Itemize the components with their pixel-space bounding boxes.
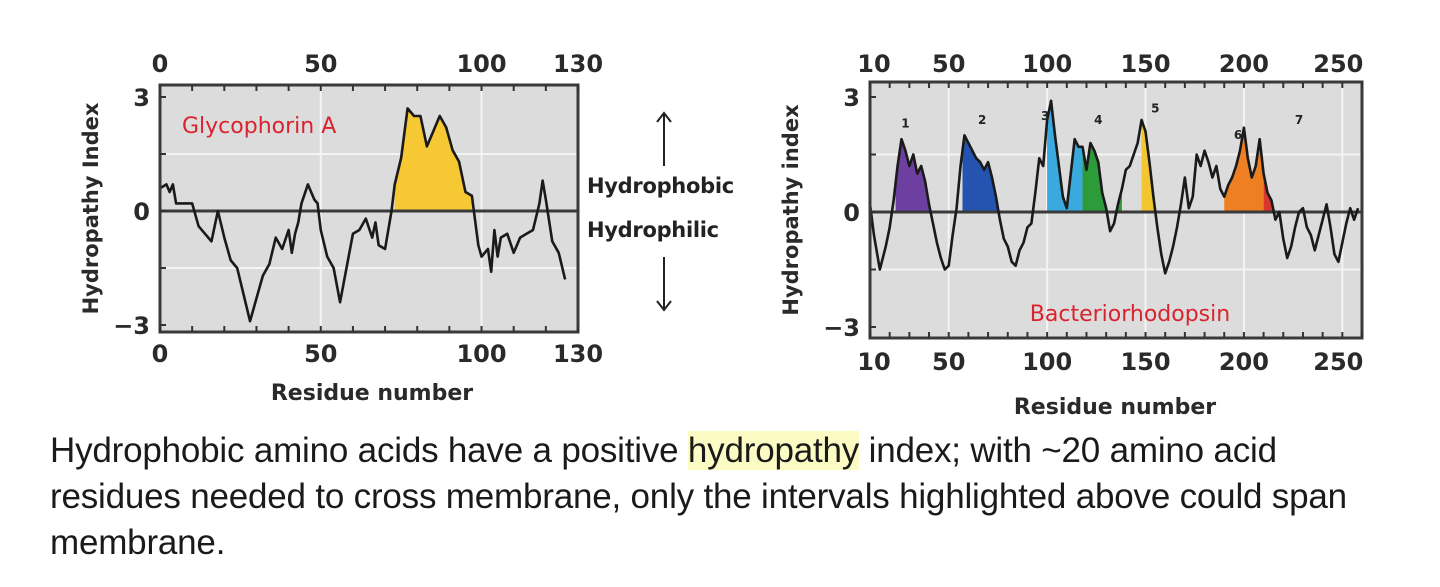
y-tick-label: 3: [843, 84, 860, 112]
hydrophilic-label: Hydrophilic: [587, 218, 719, 242]
plot-frame: [868, 80, 1364, 340]
y-axis-title: Hydropathy Index: [79, 102, 103, 314]
x-tick-label-top: 130: [553, 50, 603, 78]
x-tick-label-bottom: 100: [1022, 348, 1072, 376]
x-tick-label-bottom: 250: [1313, 348, 1363, 376]
region-label: 5: [1151, 101, 1159, 115]
x-tick-label-top: 100: [1022, 50, 1072, 78]
gridlines: [160, 85, 578, 332]
x-tick-label-bottom: 10: [857, 348, 890, 376]
x-tick-label-bottom: 100: [456, 340, 506, 368]
plot-area: [160, 85, 578, 332]
region-label: 2: [978, 113, 986, 127]
x-tick-label-bottom: 150: [1120, 348, 1170, 376]
x-tick-label-bottom: 130: [553, 340, 603, 368]
region-label: 1: [901, 117, 909, 131]
caption-part-2: index; with ~20 amino acid residues need…: [50, 431, 1347, 562]
highlight-region-7: [1263, 173, 1323, 212]
x-tick-label-top: 100: [456, 50, 506, 78]
caption-text: Hydrophobic amino acids have a positive …: [50, 428, 1370, 566]
caption-part-1: Hydrophobic amino acids have a positive: [50, 431, 688, 470]
x-axis-title: Residue number: [1014, 395, 1216, 420]
y-tick-label: 3: [133, 84, 150, 112]
hydrophobic-label: Hydrophobic: [587, 174, 734, 198]
tick-marks: [159, 85, 579, 332]
y-axis-title: Hydropathy index: [779, 104, 803, 316]
chart-title: Bacteriorhodopsin: [1030, 302, 1230, 327]
region-label: 7: [1295, 113, 1303, 127]
highlight-region-transmembrane: [394, 108, 472, 211]
highlight-region-3: [1047, 100, 1083, 212]
region-label: 6: [1234, 128, 1242, 142]
highlight-region-1: [895, 139, 933, 212]
x-tick-label-bottom: 50: [932, 348, 965, 376]
x-tick-label-top: 50: [932, 50, 965, 78]
y-tick-label: 0: [133, 198, 150, 226]
tick-marks: [869, 82, 1363, 338]
x-tick-label-bottom: 50: [304, 340, 337, 368]
bacteriorhodopsin-hydropathy-chart: 1 2 3 4 5 6 7 10 10 50 50 100 100 150 150 200 200 250 250 3…: [779, 50, 1364, 420]
hydrophilic-down-arrow-icon: [652, 255, 676, 313]
gridlines: [870, 82, 1362, 338]
x-tick-label-top: 0: [152, 50, 169, 78]
y-tick-label: −3: [113, 312, 150, 340]
x-tick-label-bottom: 200: [1219, 348, 1269, 376]
y-tick-label: −3: [823, 314, 860, 342]
chart-title: Glycophorin A: [182, 114, 336, 139]
x-tick-label-bottom: 0: [152, 340, 169, 368]
x-tick-label-top: 10: [857, 50, 890, 78]
x-tick-label-top: 250: [1313, 50, 1363, 78]
hydrophobic-up-arrow-icon: [652, 110, 676, 168]
plot-frame: [158, 83, 580, 334]
caption-highlighted-term: hydropathy: [687, 431, 860, 470]
x-axis-title: Residue number: [271, 381, 473, 406]
highlight-region-4: [1082, 143, 1122, 212]
hydropathy-line: [868, 99, 1360, 275]
hydropathy-line: [159, 107, 567, 323]
y-tick-label: 0: [843, 199, 860, 227]
highlight-region-2: [962, 135, 1012, 212]
highlight-region-6: [1224, 127, 1264, 212]
x-tick-label-top: 200: [1219, 50, 1269, 78]
x-tick-label-top: 50: [304, 50, 337, 78]
x-tick-label-top: 150: [1120, 50, 1170, 78]
region-label: 4: [1094, 113, 1102, 127]
region-label: 3: [1041, 109, 1049, 123]
